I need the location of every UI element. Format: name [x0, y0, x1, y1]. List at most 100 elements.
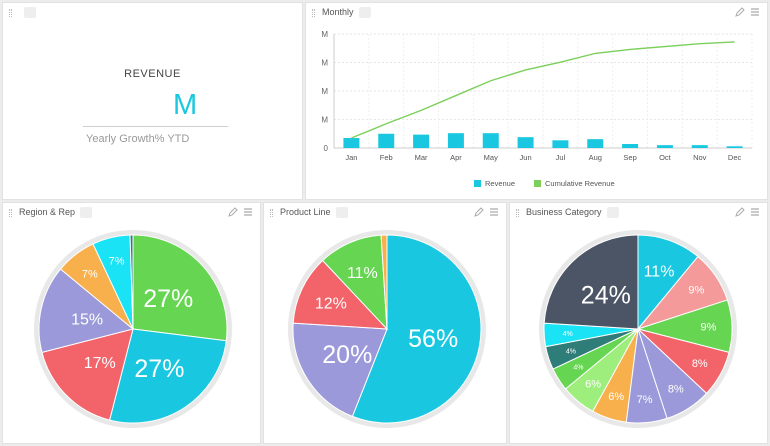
panel-header: Monthly [306, 3, 767, 23]
edit-icon[interactable] [228, 207, 238, 217]
panel-header: Region & Rep [3, 203, 260, 223]
menu-icon[interactable] [750, 207, 760, 217]
kpi-divider [83, 126, 228, 127]
x-tick-label: Aug [589, 153, 602, 162]
pie-slice-label: 7% [82, 268, 98, 280]
y-tick-label: 0 [324, 144, 329, 153]
cumulative-revenue-line [351, 41, 735, 139]
legend-swatch-revenue [474, 180, 481, 187]
legend-label-cumulative: Cumulative Revenue [545, 179, 615, 188]
drag-handle-icon[interactable] [516, 209, 519, 217]
revenue-bar [587, 139, 604, 148]
revenue-bar [378, 133, 395, 148]
count-badge [24, 7, 36, 19]
pie-slice-label: 8% [692, 358, 708, 370]
panel-title-text: Region & Rep [19, 207, 76, 217]
kpi-value: M [173, 89, 198, 121]
region-rep-panel: Region & Rep 27% 27% 17% 15% 7% 7% [2, 202, 261, 444]
count-badge [80, 207, 93, 219]
y-tick-label: M [321, 59, 328, 68]
x-tick-label: Feb [380, 153, 393, 162]
pie-slice-label: 17% [84, 355, 116, 372]
business-category-pie-chart: 11%9%9%8%8%7%6%6%4%4%4%24% [539, 230, 737, 428]
pie-slice-label: 9% [688, 284, 704, 296]
revenue-bar [656, 145, 673, 148]
pie-slice [543, 234, 639, 330]
pie-slice-label: 7% [637, 394, 653, 406]
pie-slice-label: 11% [347, 265, 378, 282]
pie-slice-label: 56% [408, 325, 458, 353]
menu-icon[interactable] [750, 7, 760, 17]
revenue-bar [691, 145, 708, 148]
revenue-bar [622, 144, 639, 148]
panel-title: Region & Rep [19, 207, 93, 219]
pie-slice [129, 234, 134, 330]
pie-slice-label: 24% [581, 282, 631, 310]
panel-title: Product Line [280, 207, 348, 219]
kpi-subtitle: Yearly Growth% YTD [86, 133, 190, 145]
drag-handle-icon[interactable] [9, 9, 12, 17]
y-tick-label: M [321, 30, 328, 39]
x-tick-label: Jun [520, 153, 532, 162]
pie-slice-label: 27% [143, 285, 193, 313]
x-tick-label: May [484, 153, 498, 162]
panel-header: Product Line [264, 203, 506, 223]
x-tick-label: Nov [693, 153, 707, 162]
y-tick-label: M [321, 116, 328, 125]
region-rep-pie-chart: 27% 27% 17% 15% 7% 7% [34, 230, 232, 428]
pie-slice-label: 4% [563, 331, 573, 338]
pie-slice-label: 27% [134, 355, 184, 383]
panel-tools [735, 207, 761, 218]
drag-handle-icon[interactable] [270, 209, 273, 217]
revenue-bar [413, 134, 430, 148]
revenue-bar [552, 140, 569, 148]
business-category-panel: Business Category 11% 9% 9% 8% 8% 7% 6% 6% 4% 4% 4… [509, 202, 768, 444]
pie-slice-label: 4% [573, 364, 583, 371]
panel-title: Business Category [526, 207, 619, 219]
count-badge [335, 207, 348, 219]
x-tick-label: Sep [623, 153, 636, 162]
pie-slice [292, 259, 389, 330]
pie-slice [109, 328, 227, 424]
revenue-bar [482, 133, 499, 148]
panel-title [19, 7, 36, 19]
menu-icon[interactable] [489, 207, 499, 217]
edit-icon[interactable] [735, 7, 745, 17]
panel-title-text: Monthly [322, 7, 354, 17]
menu-icon[interactable] [243, 207, 253, 217]
pie-slice-label: 6% [608, 391, 624, 403]
monthly-panel: Monthly M M M M 0 Jan Feb Mar Apr May Jun Jul Aug Sep… [305, 2, 768, 200]
kpi-title: REVENUE [124, 68, 181, 80]
x-tick-label: Oct [659, 153, 672, 162]
panel-tools [228, 207, 254, 218]
product-line-panel: Product Line 56% 20% 12% 11% [263, 202, 507, 444]
drag-handle-icon[interactable] [312, 9, 315, 17]
panel-title-text: Product Line [280, 207, 331, 217]
revenue-bar [447, 133, 464, 148]
panel-header: Business Category [510, 203, 767, 223]
y-tick-label: M [321, 87, 328, 96]
x-tick-label: Jan [345, 153, 357, 162]
pie-slice [292, 322, 388, 418]
legend-label-revenue: Revenue [485, 179, 515, 188]
pie-slice [321, 234, 388, 331]
pie-slice [351, 234, 482, 424]
pie-slice [41, 328, 134, 421]
count-badge [358, 7, 371, 19]
pie-slice-label: 15% [71, 312, 103, 329]
pie-slice-label: 6% [585, 378, 601, 390]
edit-icon[interactable] [474, 207, 484, 217]
pie-slice-label: 20% [322, 341, 372, 369]
panel-header [3, 3, 302, 23]
panel-title-text: Business Category [526, 207, 602, 217]
pie-slice-label: 9% [701, 322, 717, 334]
pie-slice-label: 8% [668, 383, 684, 395]
legend-swatch-cumulative [534, 180, 541, 187]
pie-slice [637, 234, 699, 331]
pie-slice-label: 11% [644, 263, 675, 280]
panel-tools [735, 7, 761, 18]
pie-slice [380, 234, 388, 330]
drag-handle-icon[interactable] [9, 209, 12, 217]
edit-icon[interactable] [735, 207, 745, 217]
revenue-bar [726, 146, 743, 148]
